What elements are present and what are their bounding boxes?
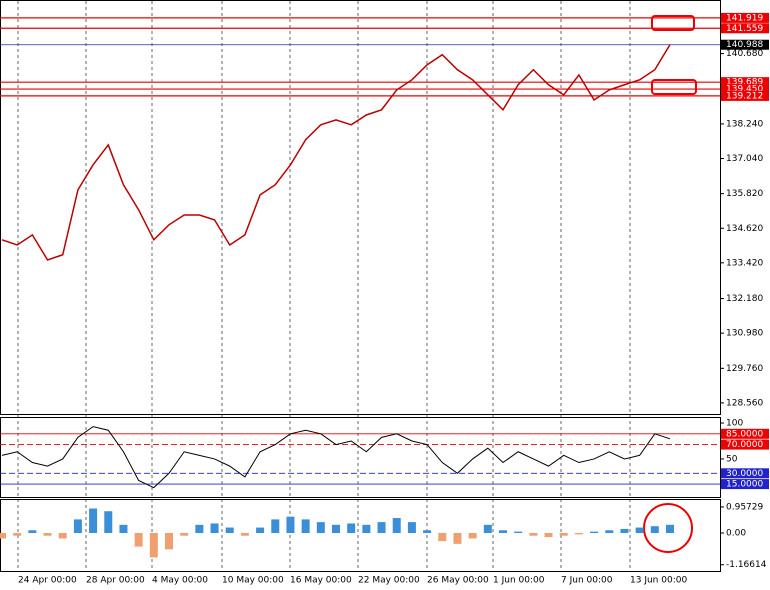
macd-bar (89, 508, 98, 533)
time-label: 10 May 00:00 (222, 576, 284, 586)
macd-bar (13, 532, 22, 536)
macd-bar (104, 511, 113, 533)
oscillator-level-tag (721, 479, 769, 490)
macd-bar (73, 519, 82, 533)
macd-bar (165, 532, 173, 550)
macd-bar (590, 531, 599, 533)
macd-bar (544, 532, 553, 538)
time-label: 7 Jun 00:00 (561, 576, 613, 586)
price-line (1, 44, 671, 261)
macd-bar (423, 530, 432, 533)
time-label: 26 May 00:00 (427, 576, 489, 586)
macd-bar (605, 530, 614, 533)
current-price-label: 140.988 (726, 40, 763, 50)
oscillator-tick-label: 50 (726, 454, 738, 464)
macd-bar (666, 524, 674, 533)
price-tick-label: 130.980 (726, 329, 763, 339)
macd-bar (574, 532, 583, 535)
price-tick-label: 133.420 (726, 258, 763, 268)
time-label: 1 Jun 00:00 (493, 576, 545, 586)
macd-bar (377, 522, 386, 533)
macd-tick-label: -1.16614 (726, 560, 767, 570)
macd-bar (286, 516, 295, 533)
macd-bar (559, 532, 568, 536)
oscillator-tick-label: 30.0000 (726, 469, 763, 479)
oscillator-level-tag (721, 468, 769, 479)
macd-bar (316, 522, 325, 533)
price-tick-label: 128.560 (726, 398, 763, 408)
oscillator-panel-frame (0, 417, 721, 498)
macd-bar (332, 524, 340, 533)
price-level-label: 141.919 (726, 13, 763, 23)
price-level-label: 141.559 (726, 24, 763, 34)
macd-bar (210, 523, 219, 533)
price-tick-label: 137.040 (726, 154, 763, 164)
price-tick-label: 132.180 (726, 294, 763, 304)
macd-bar (650, 526, 659, 533)
oscillator-tick-label: 100 (726, 419, 743, 429)
price-level-label: 139.689 (726, 78, 763, 88)
macd-tick-label: 0.95729 (726, 502, 763, 512)
macd-bar (362, 524, 371, 533)
price-level-tag (721, 12, 769, 23)
annotation-box (651, 79, 697, 95)
price-tick-label: 135.820 (726, 189, 763, 199)
macd-bar (271, 519, 280, 533)
macd-bar (392, 518, 401, 533)
price-level-tag (721, 90, 769, 101)
time-label: 24 Apr 00:00 (18, 576, 77, 586)
oscillator-line (1, 426, 671, 489)
oscillator-tick-label: 70.0000 (726, 440, 763, 450)
macd-bar (635, 527, 644, 533)
macd-bar (453, 532, 462, 544)
macd-bar (180, 532, 189, 536)
macd-bar (28, 530, 37, 533)
price-level-label: 139.450 (726, 85, 763, 95)
macd-bar (499, 530, 507, 533)
macd-bar (483, 524, 492, 533)
price-tick-label: 134.620 (726, 224, 763, 234)
macd-bar (620, 528, 629, 533)
price-level-tag (721, 84, 769, 95)
time-label: 28 Apr 00:00 (86, 576, 145, 586)
macd-tick-label: 0.00 (726, 528, 746, 538)
current-price-tag (721, 39, 769, 50)
oscillator-tick-label: 85.0000 (726, 429, 763, 439)
time-label: 16 May 00:00 (290, 576, 352, 586)
macd-bar (240, 532, 249, 536)
macd-bar (301, 519, 310, 533)
macd-bar (256, 527, 265, 533)
oscillator-level-tag (721, 439, 769, 450)
macd-bar (119, 524, 128, 533)
macd-bar (407, 522, 416, 533)
macd-bar (468, 532, 477, 539)
macd-bar (0, 532, 6, 539)
time-label: 13 Jun 00:00 (630, 576, 687, 586)
price-level-label: 139.212 (726, 91, 763, 101)
time-label: 22 May 00:00 (358, 576, 420, 586)
macd-bar (149, 532, 158, 558)
macd-bar (225, 527, 234, 533)
price-tick-label: 138.240 (726, 119, 763, 129)
price-tick-label: 140.680 (726, 49, 763, 59)
price-level-tag (721, 77, 769, 88)
price-tick-label: 129.760 (726, 364, 763, 374)
macd-bar (438, 532, 447, 542)
oscillator-tick-label: 15.0000 (726, 480, 763, 490)
macd-bar (58, 532, 67, 539)
macd-bar (529, 532, 538, 536)
macd-bar (347, 523, 356, 533)
macd-bar (134, 532, 143, 547)
time-label: 4 May 00:00 (152, 576, 208, 586)
macd-bar (43, 532, 52, 536)
macd-bar (514, 531, 523, 533)
macd-bar (195, 524, 204, 533)
price-panel-frame (0, 0, 721, 415)
oscillator-level-tag (721, 428, 769, 439)
annotation-circle (643, 503, 693, 553)
price-level-tag (721, 23, 769, 34)
annotation-box (651, 15, 695, 31)
